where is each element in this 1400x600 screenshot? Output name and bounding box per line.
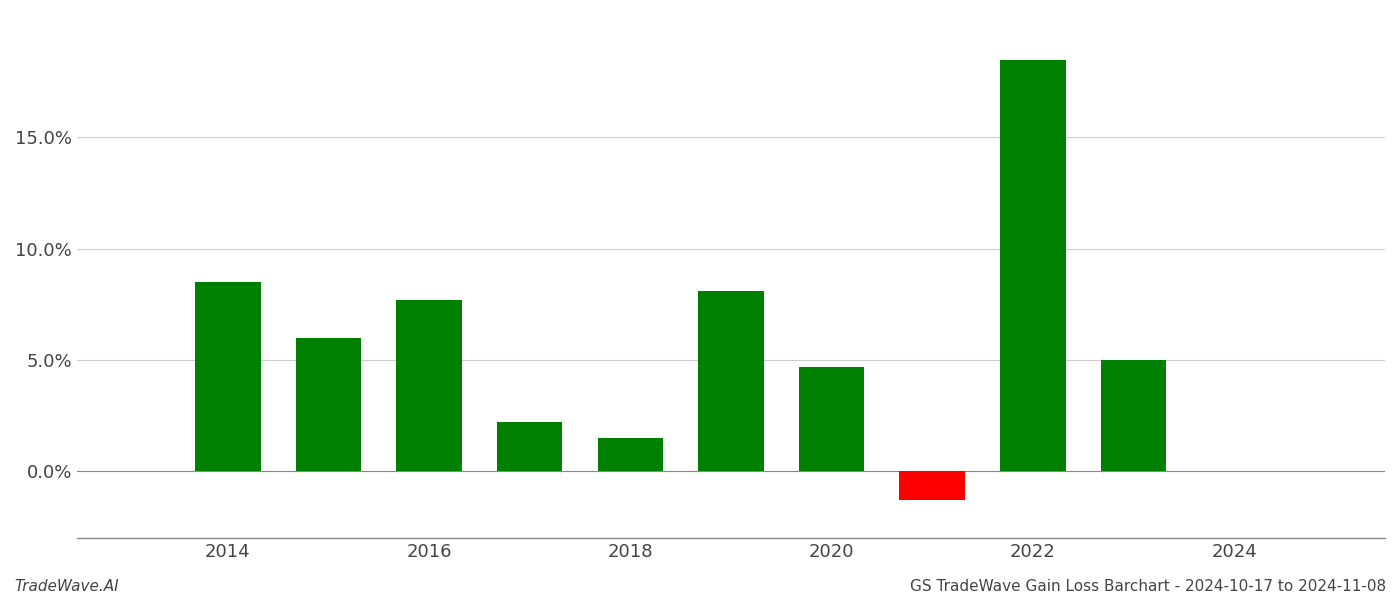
Bar xyxy=(899,472,965,500)
Bar xyxy=(497,422,563,472)
Bar xyxy=(195,282,260,472)
Bar xyxy=(396,300,462,472)
Text: TradeWave.AI: TradeWave.AI xyxy=(14,579,119,594)
Bar xyxy=(1100,360,1166,472)
Bar xyxy=(295,338,361,472)
Bar xyxy=(799,367,864,472)
Bar xyxy=(1000,59,1065,472)
Bar xyxy=(598,438,664,472)
Text: GS TradeWave Gain Loss Barchart - 2024-10-17 to 2024-11-08: GS TradeWave Gain Loss Barchart - 2024-1… xyxy=(910,579,1386,594)
Bar xyxy=(699,291,763,472)
